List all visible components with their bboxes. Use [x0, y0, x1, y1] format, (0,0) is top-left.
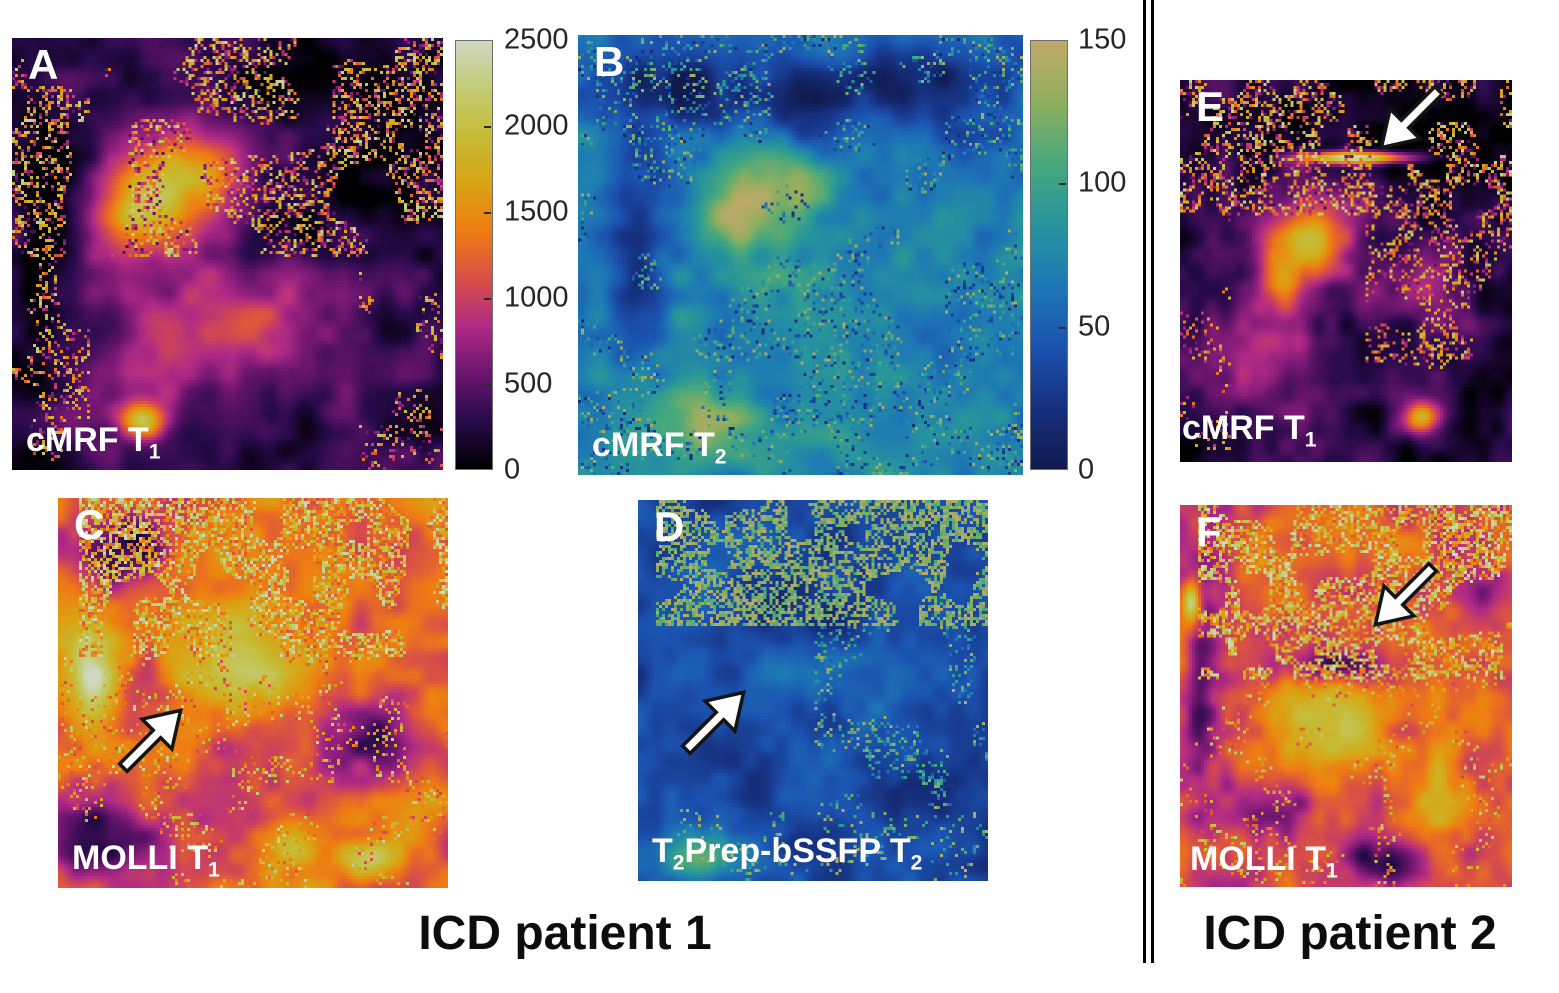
panel-letter-e: E	[1196, 83, 1226, 130]
colorbar-t2-tickmark	[1059, 326, 1066, 329]
colorbar-t2	[1030, 40, 1068, 470]
colorbar-t1-tickmark	[484, 384, 491, 386]
panel-b: B cMRF T2	[578, 35, 1023, 475]
colorbar-t1-tick-label: 1000	[504, 281, 569, 314]
patient-separator-line-right	[1151, 0, 1154, 963]
caption-icd-patient-1: ICD patient 1	[418, 907, 712, 960]
colorbar-t1-tick-label: 2500	[504, 23, 569, 56]
caption-icd-patient-2: ICD patient 2	[1203, 907, 1497, 960]
map-label-f: MOLLI T1	[1190, 839, 1338, 882]
cmrf-t1-map-patient2	[1180, 80, 1512, 462]
map-label-d: T2Prep-bSSFP T2	[652, 831, 923, 874]
panel-letter-f: F	[1196, 508, 1223, 555]
annotation-arrow-down-left	[1373, 561, 1439, 627]
colorbar-t1-tickmark	[484, 126, 491, 128]
panel-f: F MOLLI T1	[1180, 505, 1512, 887]
panel-d: D T2Prep-bSSFP T2	[638, 500, 988, 881]
map-label-c: MOLLI T1	[72, 838, 220, 881]
panel-e: E cMRF T1	[1180, 80, 1512, 462]
colorbar-t1-tick-label: 2000	[504, 109, 569, 142]
panel-letter-d: D	[654, 503, 686, 550]
panel-letter-c: C	[74, 501, 106, 548]
map-label-a: cMRF T1	[26, 420, 161, 463]
colorbar-t1-tick-label: 1500	[504, 195, 569, 228]
colorbar-t1-labels: 2500 2000 1500 1000 500 0	[504, 25, 594, 484]
panel-letter-b: B	[594, 38, 626, 85]
patient-separator-line-left	[1143, 0, 1146, 963]
annotation-arrow-down-left	[1379, 84, 1445, 150]
colorbar-t2-tick-label: 0	[1078, 453, 1095, 486]
colorbar-t2-tick-label: 100	[1078, 166, 1127, 199]
cmrf-t1-map-patient1	[12, 38, 443, 470]
colorbar-t2-tick-label: 50	[1078, 310, 1111, 343]
panel-letter-a: A	[28, 41, 60, 88]
map-label-b: cMRF T2	[592, 425, 727, 468]
colorbar-t2-tickmark	[1059, 183, 1066, 186]
colorbar-t1-tick-label: 500	[504, 367, 553, 400]
t2prep-bssfp-map-patient1	[638, 500, 988, 881]
panel-c: C MOLLI T1	[58, 498, 448, 888]
annotation-arrow-up-right	[117, 708, 183, 774]
colorbar-t1-tick-label: 0	[504, 453, 521, 486]
molli-t1-map-patient1	[58, 498, 448, 888]
colorbar-t2-tick-label: 150	[1078, 23, 1127, 56]
colorbar-t1-tickmark	[484, 212, 491, 214]
map-label-e: cMRF T1	[1182, 408, 1317, 451]
colorbar-t1-tickmark	[484, 298, 491, 300]
colorbar-t2-labels: 150 100 50 0	[1078, 25, 1158, 484]
colorbar-t1-gradient	[455, 40, 493, 470]
annotation-arrow-up-right	[680, 690, 746, 756]
panel-a: A cMRF T1	[12, 38, 443, 470]
colorbar-t1	[455, 40, 493, 470]
molli-t1-map-patient2	[1180, 505, 1512, 887]
cmrf-t2-map-patient1	[578, 35, 1023, 475]
colorbar-t2-gradient	[1030, 40, 1068, 470]
